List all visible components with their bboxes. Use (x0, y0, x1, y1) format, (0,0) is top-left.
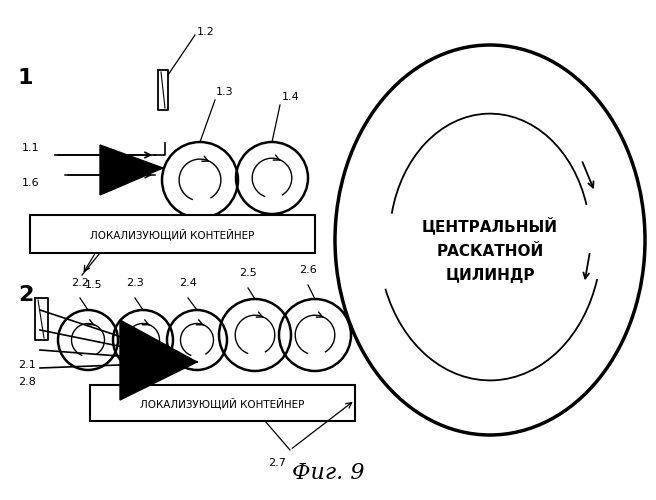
Text: 1: 1 (18, 68, 33, 88)
Text: 1.4: 1.4 (282, 92, 300, 102)
Text: 2.2: 2.2 (71, 278, 89, 288)
Text: 1.3: 1.3 (216, 87, 234, 97)
Text: 1.5: 1.5 (85, 280, 102, 290)
Polygon shape (100, 145, 163, 195)
Text: 2.5: 2.5 (239, 268, 257, 278)
Text: 2.3: 2.3 (126, 278, 144, 288)
Text: 2.8: 2.8 (18, 377, 36, 387)
Text: 2.4: 2.4 (179, 278, 197, 288)
Bar (90, 385, 355, 421)
Polygon shape (120, 320, 197, 400)
Text: ЦЕНТРАЛЬНЫЙ
РАСКАТНОЙ
ЦИЛИНДР: ЦЕНТРАЛЬНЫЙ РАСКАТНОЙ ЦИЛИНДР (422, 216, 558, 284)
Text: 1.6: 1.6 (22, 178, 39, 188)
Text: Фиг. 9: Фиг. 9 (292, 462, 364, 484)
Text: 2: 2 (18, 285, 33, 305)
Text: 2.7: 2.7 (268, 458, 286, 468)
Text: 1.2: 1.2 (197, 27, 215, 37)
Bar (30, 215, 315, 253)
Text: ЛОКАЛИЗУЮЩИЙ КОНТЕЙНЕР: ЛОКАЛИЗУЮЩИЙ КОНТЕЙНЕР (140, 397, 304, 409)
Text: 2.6: 2.6 (299, 265, 317, 275)
Text: 2.1: 2.1 (18, 360, 35, 370)
Text: ЛОКАЛИЗУЮЩИЙ КОНТЕЙНЕР: ЛОКАЛИЗУЮЩИЙ КОНТЕЙНЕР (90, 228, 254, 240)
Text: 1.1: 1.1 (22, 143, 39, 153)
